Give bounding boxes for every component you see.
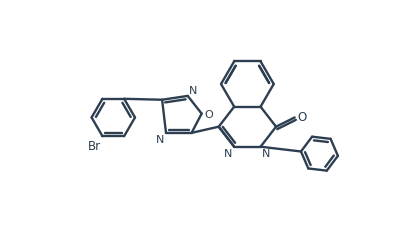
Text: N: N <box>262 149 271 158</box>
Text: Br: Br <box>88 140 101 153</box>
Text: O: O <box>204 110 213 120</box>
Text: N: N <box>189 86 198 96</box>
Text: N: N <box>156 135 164 145</box>
Text: O: O <box>297 111 306 124</box>
Text: N: N <box>224 149 233 158</box>
